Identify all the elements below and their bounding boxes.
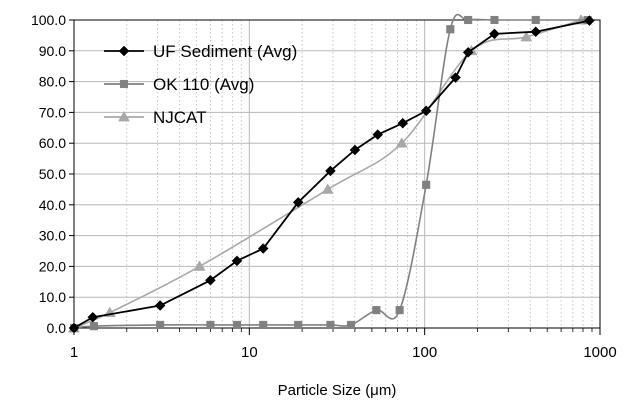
data-point-njcat [193,260,206,271]
data-point-njcat [321,183,334,194]
legend: UF Sediment (Avg) OK 110 (Avg) NJCAT [104,42,297,127]
data-point-njcat [520,30,533,42]
series-line-njcat [73,19,582,329]
x-tick-label: 1000 [583,344,616,361]
data-point-uf-sediment-avg [489,28,500,40]
series-uf-sediment-avg [68,15,595,334]
legend-label-uf-sediment-avg: UF Sediment (Avg) [153,42,297,61]
legend-entry-uf-sediment-avg: UF Sediment (Avg) [104,42,297,61]
data-point-uf-sediment-avg [257,243,269,254]
data-point-uf-sediment-avg [154,300,166,311]
data-point-uf-sediment-avg [292,196,304,208]
data-point-uf-sediment-avg [68,322,80,334]
grid-layer [73,19,601,329]
y-tick-label: 40.0 [39,197,66,213]
data-point-ok-110-avg [531,15,540,25]
data-point-ok-110-avg [326,320,335,329]
data-point-uf-sediment-avg [584,15,595,26]
legend-marker-njcat [118,110,130,122]
y-tick-label: 100.0 [31,12,66,28]
data-point-ok-110-avg [206,320,215,329]
y-tick-label: 70.0 [39,104,66,120]
x-tick-label: 10 [241,344,258,361]
y-tick-label: 0.0 [47,320,67,336]
x-axis-label: Particle Size (μm) [278,382,397,399]
data-point-uf-sediment-avg [349,144,361,156]
plot-border [73,19,601,329]
legend-marker-ok-110-avg [119,79,129,89]
data-point-uf-sediment-avg [325,165,336,177]
data-point-uf-sediment-avg [87,311,99,323]
y-tick-label: 30.0 [39,228,66,244]
y-tick-label: 20.0 [39,258,66,274]
data-point-ok-110-avg [395,306,404,315]
data-point-uf-sediment-avg [397,117,409,129]
x-tick-label: 100 [412,344,437,361]
data-point-ok-110-avg [232,320,242,329]
legend-entry-ok-110-avg: OK 110 (Avg) [104,75,254,94]
data-point-ok-110-avg [89,322,99,331]
series-layer [68,13,595,334]
x-tick-label: 1 [70,344,78,361]
series-ok-110-avg [69,13,592,333]
data-point-ok-110-avg [156,320,165,329]
legend-label-njcat: NJCAT [153,108,207,127]
y-tick-label: 80.0 [39,74,66,90]
data-point-uf-sediment-avg [231,255,243,267]
data-point-uf-sediment-avg [420,105,432,117]
data-point-ok-110-avg [464,15,473,25]
data-point-uf-sediment-avg [205,274,216,286]
data-point-uf-sediment-avg [372,129,384,140]
data-point-ok-110-avg [372,306,381,315]
y-tick-label: 60.0 [39,135,66,151]
data-point-ok-110-avg [490,15,499,25]
legend-entry-njcat: NJCAT [104,108,207,127]
data-point-njcat [395,137,408,148]
data-point-uf-sediment-avg [450,72,461,83]
data-point-uf-sediment-avg [530,26,542,38]
data-point-uf-sediment-avg [462,46,474,58]
y-tick-label: 50.0 [39,166,66,182]
legend-marker-uf-sediment-avg [118,45,130,57]
data-point-ok-110-avg [294,320,303,329]
data-point-ok-110-avg [346,320,356,329]
legend-label-ok-110-avg: OK 110 (Avg) [153,75,254,94]
y-tick-label: 90.0 [39,43,66,59]
labels-layer: 1 10 100 1000 0.0 10.0 20.0 30.0 40.0 50.0 60.0 70.… [31,12,617,361]
data-point-ok-110-avg [259,320,268,329]
data-point-ok-110-avg [446,25,455,34]
data-point-ok-110-avg [422,180,431,189]
y-tick-label: 10.0 [39,289,66,305]
